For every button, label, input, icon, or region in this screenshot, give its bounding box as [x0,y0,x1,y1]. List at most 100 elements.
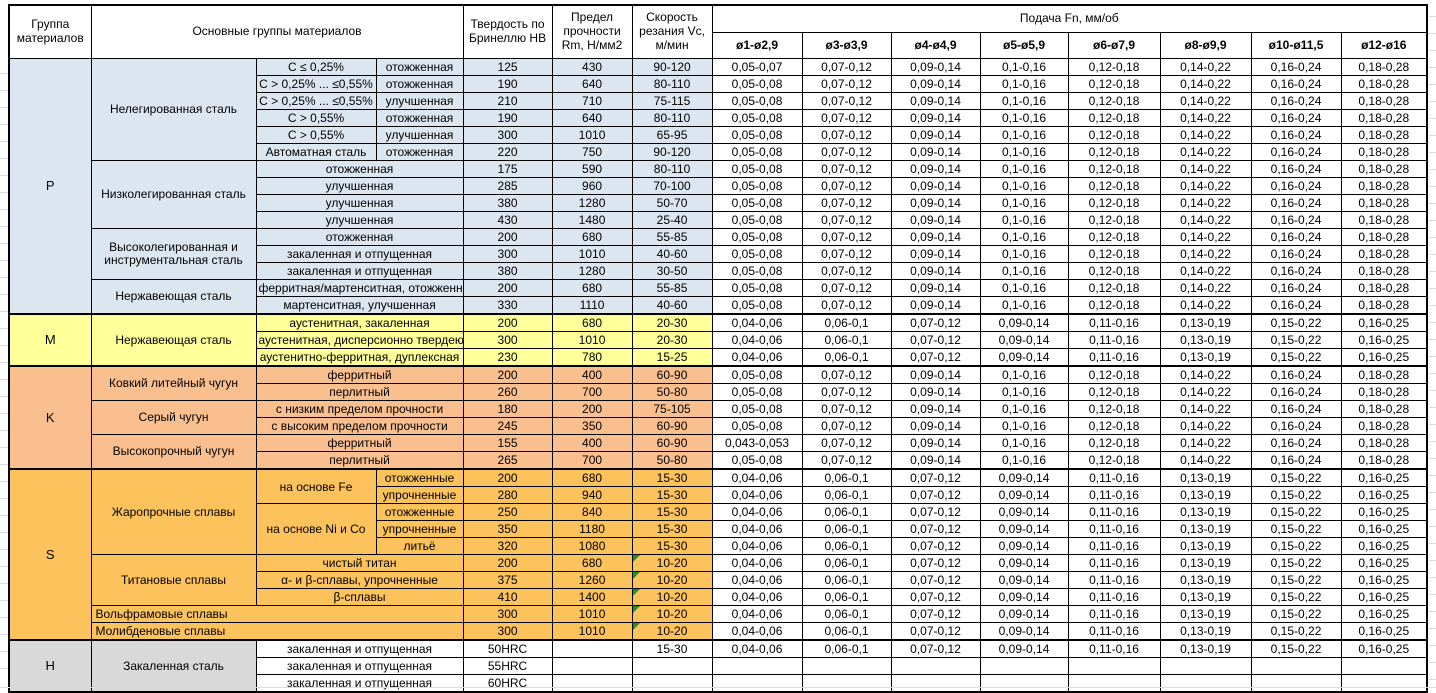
data-cell[interactable]: 330 [462,296,553,315]
feed-col-header[interactable]: ø10-ø11,5 [1250,32,1342,59]
feed-cell[interactable]: 0,16-0,24 [1250,92,1342,110]
feed-cell[interactable]: 0,15-0,22 [1250,605,1342,623]
feed-cell[interactable]: 0,09-0,14 [890,365,981,384]
feed-cell[interactable]: 0,18-0,28 [1340,109,1428,127]
feed-cell[interactable]: 0,15-0,22 [1250,639,1342,658]
data-cell[interactable] [631,657,713,675]
feed-cell[interactable]: 0,14-0,22 [1159,451,1252,470]
data-cell[interactable]: 15-30 [631,468,713,487]
feed-cell[interactable]: 0,13-0,19 [1159,605,1252,623]
feed-cell[interactable]: 0,05-0,08 [711,451,803,470]
feed-cell[interactable] [1067,674,1161,693]
data-cell[interactable]: 300 [462,331,553,349]
feed-cell[interactable]: 0,18-0,28 [1340,365,1428,384]
data-cell[interactable]: 1400 [551,588,633,606]
feed-cell[interactable]: 0,04-0,06 [711,622,803,641]
feed-cell[interactable]: 0,09-0,14 [979,313,1069,332]
data-cell[interactable]: 1280 [551,262,633,280]
feed-cell[interactable]: 0,16-0,25 [1340,313,1428,332]
data-cell[interactable]: закаленная и отпущенная [255,639,464,658]
feed-col-header[interactable]: ø6-ø7,9 [1067,32,1161,59]
feed-cell[interactable] [890,657,981,675]
data-cell[interactable]: 15-30 [631,639,713,658]
feed-cell[interactable]: 0,07-0,12 [801,245,892,263]
data-cell[interactable]: литьё [375,537,464,555]
data-cell[interactable]: отожженная [255,228,464,246]
feed-cell[interactable] [979,674,1069,693]
data-cell[interactable]: 640 [551,109,633,127]
feed-cell[interactable]: 0,16-0,25 [1340,571,1428,589]
material-group-cell[interactable]: Титановые сплавы [90,554,257,606]
feed-cell[interactable]: 0,09-0,14 [890,400,981,418]
feed-cell[interactable]: 0,16-0,24 [1250,126,1342,144]
feed-cell[interactable]: 0,1-0,16 [979,417,1069,435]
feed-cell[interactable]: 0,13-0,19 [1159,486,1252,504]
feed-cell[interactable]: 0,07-0,12 [801,279,892,297]
data-cell[interactable]: отожженная [255,160,464,178]
feed-cell[interactable]: 0,09-0,14 [890,194,981,212]
feed-cell[interactable]: 0,05-0,08 [711,228,803,246]
feed-cell[interactable]: 0,16-0,25 [1340,486,1428,504]
feed-cell[interactable]: 0,16-0,24 [1250,143,1342,161]
feed-cell[interactable]: 0,11-0,16 [1067,554,1161,572]
feed-cell[interactable]: 0,15-0,22 [1250,554,1342,572]
feed-cell[interactable]: 0,07-0,12 [801,211,892,229]
data-cell[interactable]: 700 [551,383,633,401]
feed-cell[interactable]: 0,1-0,16 [979,383,1069,401]
data-cell[interactable]: 40-60 [631,245,713,263]
feed-cell[interactable]: 0,14-0,22 [1159,58,1252,76]
feed-cell[interactable]: 0,05-0,08 [711,211,803,229]
feed-cell[interactable]: 0,07-0,12 [890,571,981,589]
feed-cell[interactable]: 0,07-0,12 [801,365,892,384]
data-cell[interactable]: 1010 [551,622,633,641]
feed-cell[interactable] [1250,657,1342,675]
data-cell[interactable]: аустенитная, дисперсионно твердеющая [255,331,464,349]
feed-cell[interactable]: 0,09-0,14 [890,109,981,127]
feed-cell[interactable]: 0,15-0,22 [1250,348,1342,367]
feed-cell[interactable]: 0,06-0,1 [801,639,892,658]
feed-cell[interactable]: 0,07-0,12 [890,639,981,658]
feed-cell[interactable]: 0,13-0,19 [1159,639,1252,658]
feed-cell[interactable]: 0,043-0,053 [711,434,803,452]
data-cell[interactable]: 300 [462,605,553,623]
data-cell[interactable]: C > 0,55% [255,109,377,127]
data-cell[interactable]: 350 [462,520,553,538]
data-cell[interactable]: 265 [462,451,553,470]
feed-cell[interactable]: 0,16-0,24 [1250,279,1342,297]
feed-cell[interactable]: 0,11-0,16 [1067,520,1161,538]
data-cell[interactable]: 200 [462,554,553,572]
feed-cell[interactable]: 0,05-0,08 [711,109,803,127]
feed-cell[interactable]: 0,09-0,14 [979,571,1069,589]
feed-cell[interactable]: 0,11-0,16 [1067,622,1161,641]
data-cell[interactable]: закаленная и отпущенная [255,674,464,693]
feed-cell[interactable]: 0,09-0,14 [890,262,981,280]
feed-cell[interactable]: 0,12-0,18 [1067,92,1161,110]
feed-cell[interactable]: 0,16-0,25 [1340,537,1428,555]
data-cell[interactable]: на основе Fe [255,468,377,504]
feed-cell[interactable]: 0,11-0,16 [1067,605,1161,623]
feed-cell[interactable]: 0,16-0,24 [1250,75,1342,93]
feed-cell[interactable]: 0,18-0,28 [1340,126,1428,144]
feed-cell[interactable]: 0,14-0,22 [1159,160,1252,178]
feed-cell[interactable]: 0,06-0,1 [801,313,892,332]
feed-cell[interactable]: 0,05-0,08 [711,279,803,297]
feed-cell[interactable]: 0,14-0,22 [1159,177,1252,195]
feed-cell[interactable]: 0,05-0,08 [711,296,803,315]
header-material-group[interactable]: Группа материалов [8,4,92,59]
data-cell[interactable]: 75-105 [631,400,713,418]
feed-cell[interactable]: 0,1-0,16 [979,228,1069,246]
feed-cell[interactable]: 0,1-0,16 [979,279,1069,297]
data-cell[interactable]: улучшенная [375,126,464,144]
data-cell[interactable]: 155 [462,434,553,452]
feed-cell[interactable]: 0,09-0,14 [979,348,1069,367]
data-cell[interactable]: 80-110 [631,160,713,178]
feed-cell[interactable]: 0,11-0,16 [1067,639,1161,658]
feed-cell[interactable]: 0,07-0,12 [801,109,892,127]
feed-cell[interactable]: 0,07-0,12 [890,588,981,606]
feed-cell[interactable]: 0,16-0,25 [1340,588,1428,606]
material-group-cell[interactable]: Молибденовые сплавы [90,622,464,641]
feed-cell[interactable]: 0,09-0,14 [890,211,981,229]
feed-cell[interactable]: 0,15-0,22 [1250,622,1342,641]
data-cell[interactable]: 430 [551,58,633,76]
feed-cell[interactable]: 0,15-0,22 [1250,537,1342,555]
